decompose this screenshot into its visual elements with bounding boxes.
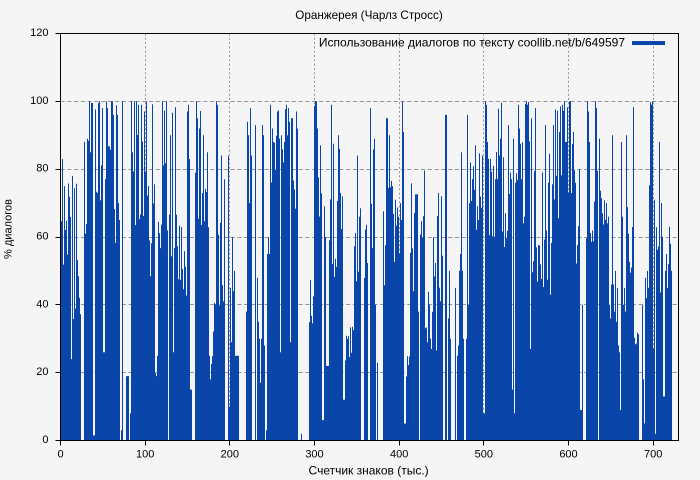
svg-text:700: 700: [644, 449, 662, 461]
svg-text:100: 100: [136, 449, 154, 461]
svg-text:400: 400: [390, 449, 408, 461]
svg-text:20: 20: [36, 366, 48, 378]
svg-text:Счетчик знаков (тыс.): Счетчик знаков (тыс.): [309, 464, 429, 478]
svg-text:0: 0: [42, 434, 48, 446]
svg-text:% диалогов: % диалогов: [3, 199, 15, 259]
svg-text:Оранжерея (Чарлз Стросс): Оранжерея (Чарлз Стросс): [295, 9, 443, 22]
svg-text:500: 500: [475, 449, 493, 461]
svg-text:80: 80: [36, 163, 48, 175]
svg-text:600: 600: [559, 449, 577, 461]
svg-text:Использование диалогов по текс: Использование диалогов по тексту coollib…: [319, 36, 625, 50]
svg-text:60: 60: [36, 231, 48, 243]
svg-text:100: 100: [30, 95, 48, 107]
svg-text:120: 120: [30, 27, 48, 39]
svg-text:0: 0: [57, 449, 63, 461]
svg-text:200: 200: [221, 449, 239, 461]
svg-text:40: 40: [36, 298, 48, 310]
svg-text:300: 300: [305, 449, 323, 461]
